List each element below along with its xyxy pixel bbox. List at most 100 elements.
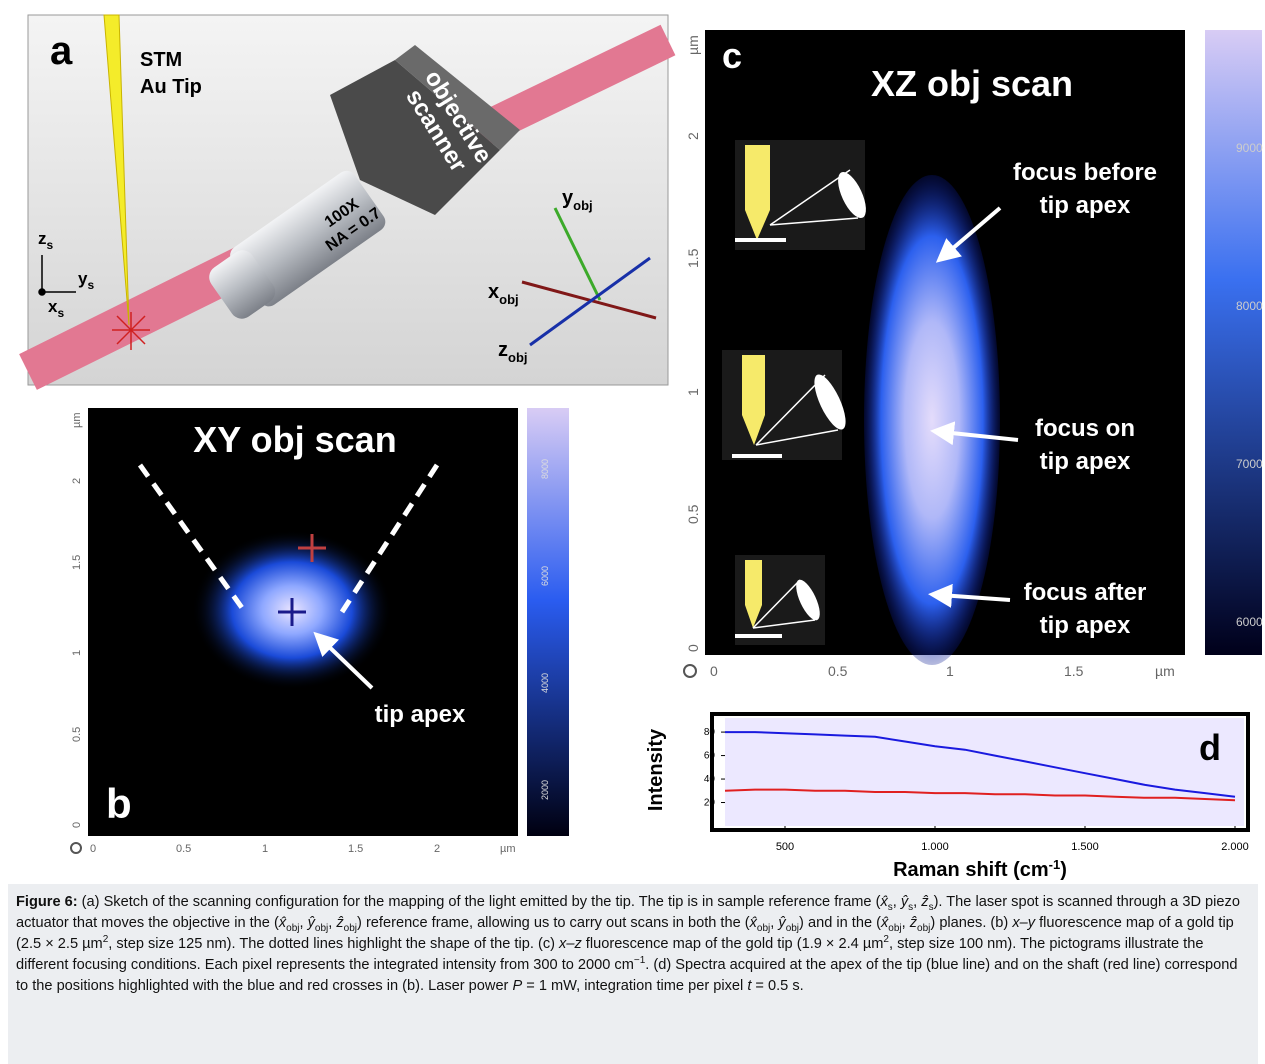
- x-tick-label: 1.500: [1071, 841, 1099, 853]
- caption-text: obj: [286, 923, 299, 934]
- x-tick-label: 1.5: [1064, 663, 1084, 679]
- caption-text: ẑ: [336, 915, 343, 931]
- caption-text: = 1 mW, integration time per pixel: [522, 978, 747, 994]
- x-tick-label: 1.000: [921, 841, 949, 853]
- colorbar-tick-label: 6000: [540, 566, 550, 586]
- caption-text: ) and in the (: [799, 915, 881, 931]
- axis-sub: s: [87, 278, 94, 292]
- panel-d: d Intensity Raman shift (cm-1) 204060805…: [645, 714, 1249, 881]
- x-tick-label: 2: [434, 843, 440, 855]
- panel-a: a STM Au Tip objective scanner 100X NA =…: [28, 15, 668, 385]
- pictogram: [735, 140, 872, 250]
- caption-text: obj: [917, 923, 930, 934]
- annotation: tip apex: [375, 701, 466, 728]
- y-tick-label: 2: [71, 478, 83, 484]
- x-tick-label: 1.5: [348, 843, 363, 855]
- y-tick-label: 60: [704, 751, 716, 762]
- settings-icon: [71, 843, 81, 853]
- panel-label: b: [106, 780, 132, 827]
- pictogram: [735, 555, 825, 645]
- map-title: XZ obj scan: [871, 63, 1073, 104]
- colorbar-tick-label: 2000: [540, 780, 550, 800]
- x-tick-label: 1: [946, 663, 954, 679]
- y-tick-label: 1: [71, 650, 83, 656]
- y-tick-label: 40: [704, 774, 716, 785]
- caption-text: ẑ: [921, 894, 928, 910]
- unit-label: µm: [685, 35, 701, 55]
- caption-text: , step size 125 nm). The dotted lines hi…: [108, 936, 559, 952]
- y-tick-label: 0: [71, 822, 83, 828]
- unit-label: µm: [71, 412, 83, 428]
- annotation: tip apex: [1040, 448, 1131, 475]
- caption-text: ) reference frame, allowing us to carry …: [357, 915, 750, 931]
- tip-label: Au Tip: [140, 76, 202, 98]
- annotation: tip apex: [1040, 612, 1131, 639]
- panel-b: XY obj scan tip apex b 0 0.5 1 1.5 2 µm 0 0.5 1 1…: [71, 408, 569, 855]
- y-tick-label: 1.5: [685, 248, 701, 268]
- colorbar: [1205, 30, 1262, 655]
- x-tick-label: 0: [90, 843, 96, 855]
- annotation: focus after: [1024, 579, 1147, 606]
- map-blob: [864, 175, 1000, 665]
- axis-sub: obj: [573, 198, 593, 213]
- caption-text: x̂: [750, 915, 757, 931]
- unit-label: µm: [500, 843, 516, 855]
- caption-text: ,: [300, 915, 308, 931]
- y-axis-label: Intensity: [645, 728, 667, 811]
- caption-text: −1: [634, 955, 645, 966]
- axis-letter: x: [488, 281, 499, 303]
- colorbar-tick-label: 6000: [1236, 615, 1263, 629]
- caption-text: ,: [902, 915, 910, 931]
- caption-text: (a) Sketch of the scanning configuration…: [78, 894, 881, 910]
- y-tick-label: 0: [685, 644, 701, 652]
- map-title: XY obj scan: [193, 419, 396, 460]
- y-tick-label: 0.5: [685, 504, 701, 524]
- x-tick-label: 0.5: [828, 663, 848, 679]
- caption-text: x–z: [559, 936, 582, 952]
- x-axis-label: Raman shift (cm-1): [893, 857, 1067, 881]
- figure: a STM Au Tip objective scanner 100X NA =…: [0, 0, 1265, 884]
- colorbar-tick-label: 4000: [540, 673, 550, 693]
- x-tick-label: 1: [262, 843, 268, 855]
- caption-text: obj: [344, 923, 357, 934]
- page: a STM Au Tip objective scanner 100X NA =…: [0, 0, 1265, 1064]
- axis-sub: s: [57, 306, 64, 320]
- caption-text: ,: [893, 894, 901, 910]
- caption-text: P: [512, 978, 522, 994]
- caption-text: Figure 6:: [16, 894, 78, 910]
- x-label-part: ): [1060, 859, 1067, 881]
- colorbar-tick-label: 9000: [1236, 141, 1263, 155]
- settings-icon: [684, 665, 696, 677]
- axis-sub: s: [47, 238, 54, 252]
- colorbar-tick-label: 7000: [1236, 457, 1263, 471]
- x-label-sup: -1: [1049, 857, 1061, 872]
- caption-text: ẑ: [910, 915, 917, 931]
- caption-text: ŷ: [778, 915, 785, 931]
- tip-label: STM: [140, 49, 182, 71]
- y-tick-label: 0.5: [71, 727, 83, 742]
- annotation: tip apex: [1040, 192, 1131, 219]
- panel-label: c: [722, 35, 742, 76]
- caption-text: x̂: [880, 894, 887, 910]
- x-tick-label: 2.000: [1221, 841, 1249, 853]
- x-tick-label: 500: [776, 841, 794, 853]
- caption-text: obj: [888, 923, 901, 934]
- caption-text: fluorescence map of the gold tip (1.9 × …: [582, 936, 884, 952]
- colorbar-tick-label: 8000: [540, 459, 550, 479]
- annotation: focus on: [1035, 415, 1135, 442]
- caption-text: obj: [786, 923, 799, 934]
- axis-letter: z: [498, 339, 508, 361]
- panel-label: d: [1199, 727, 1221, 768]
- caption: Figure 6: (a) Sketch of the scanning con…: [8, 884, 1258, 1064]
- caption-text: obj: [315, 923, 328, 934]
- caption-text: = 0.5 s.: [751, 978, 803, 994]
- caption-text: ŷ: [308, 915, 315, 931]
- axis-sub: obj: [508, 350, 528, 365]
- y-tick-label: 1.5: [71, 555, 83, 570]
- caption-text: x–y: [1012, 915, 1035, 931]
- x-tick-label: 0.5: [176, 843, 191, 855]
- axis-letter: z: [38, 229, 47, 248]
- caption-text: ) planes. (b): [930, 915, 1012, 931]
- pictogram: [722, 350, 852, 460]
